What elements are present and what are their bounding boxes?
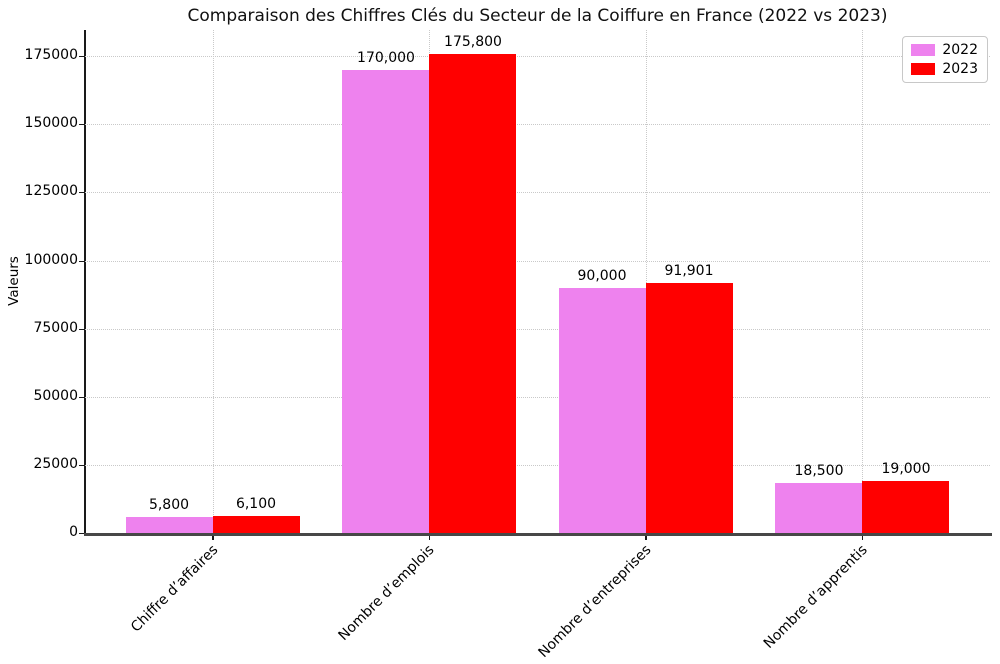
y-tick-label: 125000	[24, 183, 78, 199]
y-tick-mark	[79, 532, 84, 534]
legend-item-2022: 2022	[911, 42, 978, 58]
bar	[213, 516, 300, 533]
legend-label-2023: 2023	[942, 61, 978, 77]
y-tick-label: 75000	[33, 320, 78, 336]
grid-line-horizontal	[85, 56, 990, 57]
y-tick-mark	[79, 464, 84, 466]
bar-value-label: 91,901	[664, 263, 714, 279]
x-tick-mark	[428, 536, 431, 540]
y-tick-label: 50000	[33, 388, 78, 404]
chart-title: Comparaison des Chiffres Clés du Secteur…	[187, 6, 888, 26]
bar	[342, 70, 429, 533]
bar-value-label: 6,100	[235, 496, 277, 512]
x-axis-spine	[84, 533, 992, 536]
grid-line-vertical	[213, 30, 214, 533]
bar	[862, 481, 949, 533]
grid-line-horizontal	[85, 397, 990, 398]
grid-line-vertical	[646, 30, 647, 533]
x-tick-label: Nombre d’apprentis	[760, 542, 871, 652]
y-tick-label: 0	[69, 524, 78, 540]
bar	[646, 283, 733, 533]
x-tick-label: Nombre d’entreprises	[535, 542, 655, 661]
bar	[559, 288, 646, 533]
y-axis-spine	[84, 30, 86, 533]
bar-value-label: 90,000	[577, 268, 627, 284]
x-tick-label: Nombre d’emplois	[335, 542, 438, 644]
grid-line-vertical	[862, 30, 863, 533]
grid-line-horizontal	[85, 465, 990, 466]
grid-line-horizontal	[85, 329, 990, 330]
grid-line-horizontal	[85, 124, 990, 125]
bar	[126, 517, 213, 533]
y-tick-mark	[79, 123, 84, 125]
x-tick-label: Chiffre d’affaires	[127, 542, 222, 636]
grid-line-horizontal	[85, 192, 990, 193]
legend-swatch-2023	[911, 63, 936, 75]
legend-swatch-2022	[911, 44, 936, 56]
y-tick-label: 175000	[24, 47, 78, 63]
bar-value-label: 5,800	[148, 497, 190, 513]
y-tick-label: 100000	[24, 252, 78, 268]
y-tick-mark	[79, 55, 84, 57]
x-tick-mark	[645, 536, 647, 540]
y-tick-mark	[79, 260, 84, 262]
legend-label-2022: 2022	[942, 42, 978, 58]
x-tick-mark	[212, 536, 214, 540]
bar-value-label: 175,800	[444, 34, 502, 50]
bar-value-label: 19,000	[881, 461, 931, 477]
y-tick-label: 150000	[24, 115, 78, 131]
legend-item-2023: 2023	[911, 61, 978, 77]
bar	[775, 483, 862, 533]
bar-value-label: 170,000	[357, 50, 415, 66]
bar	[429, 54, 516, 533]
x-tick-mark	[861, 536, 864, 540]
grid-line-horizontal	[85, 261, 990, 262]
y-tick-mark	[79, 396, 84, 398]
bar-value-label: 18,500	[794, 463, 844, 479]
legend: 2022 2023	[902, 36, 988, 83]
y-tick-label: 25000	[33, 456, 78, 472]
y-tick-mark	[79, 328, 84, 330]
y-tick-mark	[79, 191, 84, 193]
